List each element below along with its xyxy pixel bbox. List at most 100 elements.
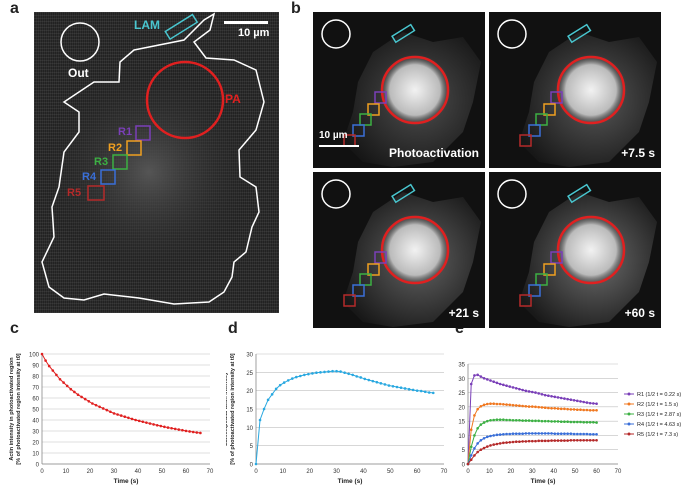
y-tick-label: 30 bbox=[246, 353, 253, 359]
data-point bbox=[585, 401, 589, 404]
data-point bbox=[505, 432, 508, 436]
region-label-r5: R5 bbox=[67, 187, 82, 199]
x-tick-label: 60 bbox=[414, 469, 421, 475]
data-point bbox=[498, 442, 502, 445]
data-point bbox=[479, 423, 483, 426]
data-point bbox=[327, 370, 330, 373]
region-box-r3 bbox=[359, 273, 372, 286]
data-point bbox=[543, 406, 547, 410]
data-point bbox=[534, 391, 537, 394]
data-point bbox=[585, 438, 589, 442]
data-point bbox=[127, 416, 130, 420]
data-point bbox=[469, 445, 473, 449]
y-tick-label: 10 bbox=[246, 426, 253, 432]
data-point bbox=[575, 420, 579, 424]
data-point bbox=[572, 432, 576, 436]
data-point bbox=[489, 434, 492, 438]
region-label-r2: R2 bbox=[108, 142, 123, 154]
data-point bbox=[518, 404, 521, 408]
data-point bbox=[527, 405, 531, 408]
frame-2: +7.5 s bbox=[489, 12, 661, 168]
x-tick-label: 70 bbox=[441, 469, 448, 475]
data-point bbox=[514, 440, 518, 444]
out-circle bbox=[321, 179, 351, 209]
data-point bbox=[359, 376, 363, 379]
panel-a-overlay bbox=[39, 12, 268, 305]
data-point bbox=[582, 438, 586, 442]
data-point bbox=[141, 420, 145, 424]
data-point bbox=[514, 418, 518, 422]
x-tick-label: 30 bbox=[529, 469, 536, 475]
series-line bbox=[41, 353, 201, 434]
legend-entry: R3 (1/2 t = 2.87 s) bbox=[637, 412, 681, 418]
data-point bbox=[592, 432, 595, 436]
data-point bbox=[527, 432, 531, 435]
data-point bbox=[195, 431, 199, 434]
data-point bbox=[407, 387, 411, 391]
y-tick-label: 0 bbox=[462, 463, 466, 469]
data-point bbox=[537, 419, 541, 423]
data-point bbox=[553, 432, 557, 436]
y-tick-label: 25 bbox=[458, 391, 465, 397]
y-tick-label: 100 bbox=[29, 353, 40, 359]
x-tick-label: 40 bbox=[360, 469, 367, 475]
x-tick-label: 20 bbox=[306, 469, 313, 475]
data-point bbox=[540, 439, 544, 443]
data-point bbox=[476, 426, 479, 430]
panel-label-c: c bbox=[10, 320, 19, 337]
y-tick-label: 70 bbox=[32, 386, 39, 392]
scale-bar-b bbox=[319, 145, 359, 147]
data-point bbox=[575, 432, 579, 436]
data-point bbox=[482, 436, 486, 440]
region-box-r5 bbox=[519, 294, 532, 307]
y-axis-label: [% of photoactivated region intensity at… bbox=[16, 353, 22, 464]
data-point bbox=[274, 387, 278, 391]
scale-bar-a bbox=[224, 21, 268, 24]
data-point bbox=[547, 432, 550, 435]
data-point bbox=[351, 373, 354, 377]
data-point bbox=[543, 393, 547, 397]
region-box-r2 bbox=[367, 263, 380, 276]
data-point bbox=[505, 384, 508, 388]
region-box-r3 bbox=[535, 273, 548, 286]
frame-4: +60 s bbox=[489, 172, 661, 328]
data-point bbox=[527, 390, 531, 393]
data-point bbox=[137, 419, 141, 423]
region-box-r3 bbox=[359, 113, 372, 126]
data-point bbox=[395, 385, 399, 389]
region-box-r5 bbox=[519, 134, 532, 147]
legend-marker bbox=[627, 422, 631, 426]
data-point bbox=[476, 442, 479, 445]
data-point bbox=[469, 454, 473, 457]
data-point bbox=[199, 431, 202, 435]
data-point bbox=[76, 393, 80, 396]
data-point bbox=[403, 387, 407, 390]
region-label-r3: R3 bbox=[94, 156, 109, 168]
region-box-r1 bbox=[374, 251, 387, 264]
data-point bbox=[579, 408, 582, 412]
x-tick-label: 30 bbox=[333, 469, 340, 475]
out-circle bbox=[60, 22, 100, 62]
y-axis-label: Lamellipodial actin intensity bbox=[226, 371, 229, 446]
pa-glow bbox=[555, 214, 627, 286]
data-point bbox=[553, 420, 557, 423]
data-point bbox=[563, 420, 566, 424]
region-box-r1 bbox=[135, 125, 151, 141]
legend-entry: R4 (1/2 t = 4.63 s) bbox=[637, 422, 681, 428]
data-point bbox=[508, 418, 512, 422]
data-point bbox=[592, 438, 595, 442]
data-point bbox=[524, 419, 528, 422]
data-point bbox=[485, 435, 489, 439]
data-point bbox=[502, 383, 505, 387]
data-point bbox=[543, 419, 547, 423]
data-point bbox=[553, 439, 557, 442]
region-box-r4 bbox=[352, 284, 365, 297]
series-line bbox=[467, 374, 597, 465]
data-point bbox=[485, 378, 489, 381]
y-tick-label: 10 bbox=[458, 434, 465, 440]
y-tick-label: 90 bbox=[32, 364, 39, 370]
data-point bbox=[419, 389, 423, 393]
data-point bbox=[98, 405, 101, 409]
panel-label-e: e bbox=[455, 320, 464, 337]
